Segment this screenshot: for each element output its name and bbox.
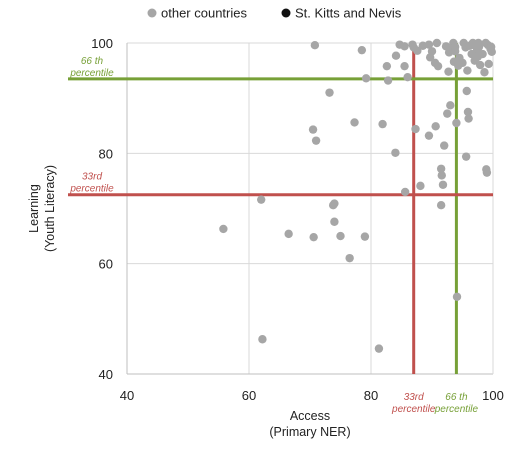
percentile-label: 66 th <box>81 56 104 67</box>
legend: other countries St. Kitts and Nevis <box>147 6 402 21</box>
tick-labels: 40 60 80 100 40 60 80 100 <box>91 36 504 403</box>
data-point <box>484 59 493 69</box>
data-point <box>461 152 471 161</box>
data-point <box>433 61 443 71</box>
data-points <box>219 38 496 353</box>
data-point <box>284 229 293 239</box>
y-tick-label: 60 <box>99 257 113 272</box>
y-tick-label: 80 <box>99 146 113 161</box>
data-point <box>487 47 496 57</box>
axis-titles: Access (Primary NER) Learning (Youth Litera… <box>27 165 351 439</box>
data-point <box>336 231 345 241</box>
percentile-label: percentile <box>69 184 114 195</box>
legend-marker <box>281 8 291 18</box>
data-point <box>478 49 487 59</box>
reference-lines <box>68 43 493 374</box>
x-axis-title: (Primary NER) <box>269 425 350 439</box>
percentile-label: percentile <box>69 68 114 79</box>
data-point <box>310 41 320 50</box>
data-point <box>391 51 401 60</box>
percentile-label: 33rd <box>82 172 102 183</box>
data-point <box>330 217 339 226</box>
data-point <box>437 171 446 180</box>
grid <box>127 42 493 374</box>
data-point <box>431 122 440 131</box>
data-point <box>413 46 422 55</box>
data-point <box>452 292 462 301</box>
data-point <box>357 45 367 55</box>
percentile-label: percentile <box>391 404 436 415</box>
data-point <box>345 253 354 263</box>
data-point <box>400 42 409 51</box>
data-point <box>452 118 461 128</box>
data-point <box>258 335 267 344</box>
legend-marker <box>147 8 157 18</box>
x-tick-label: 60 <box>242 388 256 403</box>
data-point <box>424 131 434 140</box>
x-tick-label: 80 <box>364 388 378 403</box>
x-axis-title: Access <box>290 409 330 423</box>
legend-label: St. Kitts and Nevis <box>295 6 402 21</box>
data-point <box>361 74 371 83</box>
x-tick-label: 40 <box>120 388 134 403</box>
data-point <box>425 53 435 62</box>
data-point <box>443 109 452 118</box>
data-point <box>444 67 453 76</box>
data-point <box>463 66 472 75</box>
data-point <box>450 47 460 56</box>
data-point <box>330 199 339 208</box>
data-point <box>436 200 446 210</box>
data-point <box>400 61 409 71</box>
data-point <box>311 136 321 145</box>
data-point <box>411 124 420 134</box>
data-point <box>454 61 463 70</box>
legend-label: other countries <box>161 6 247 21</box>
data-point <box>482 165 491 174</box>
data-point <box>436 164 446 173</box>
data-point <box>416 181 425 191</box>
data-point <box>475 60 485 70</box>
percentile-label: 66 th <box>445 392 468 403</box>
y-tick-label: 40 <box>99 367 113 382</box>
data-point <box>464 114 473 123</box>
data-point <box>474 38 483 48</box>
data-point <box>219 224 228 234</box>
data-point <box>438 180 448 189</box>
percentile-label: 33rd <box>404 392 424 403</box>
data-point <box>325 88 334 97</box>
data-point <box>309 232 318 242</box>
data-point <box>382 61 392 71</box>
data-point <box>463 107 473 117</box>
data-point <box>400 187 410 197</box>
data-point <box>308 125 318 134</box>
data-point <box>391 148 400 157</box>
data-point <box>440 141 449 150</box>
data-point <box>360 232 370 241</box>
data-point <box>383 76 393 85</box>
data-point <box>446 101 455 110</box>
data-point <box>378 119 387 129</box>
data-point <box>462 86 471 96</box>
plot-frame <box>126 43 494 375</box>
data-point <box>467 49 476 59</box>
data-point <box>374 344 384 353</box>
data-point <box>350 118 359 127</box>
y-axis-title: (Youth Literacy) <box>43 165 57 252</box>
data-point <box>403 73 412 82</box>
percentile-label: percentile <box>434 404 479 415</box>
x-tick-label: 100 <box>482 388 504 403</box>
data-point <box>257 195 266 204</box>
y-axis-title: Learning <box>27 184 41 233</box>
data-point <box>432 38 442 48</box>
y-tick-label: 100 <box>91 36 113 51</box>
data-point <box>480 68 489 77</box>
data-point <box>424 40 434 49</box>
